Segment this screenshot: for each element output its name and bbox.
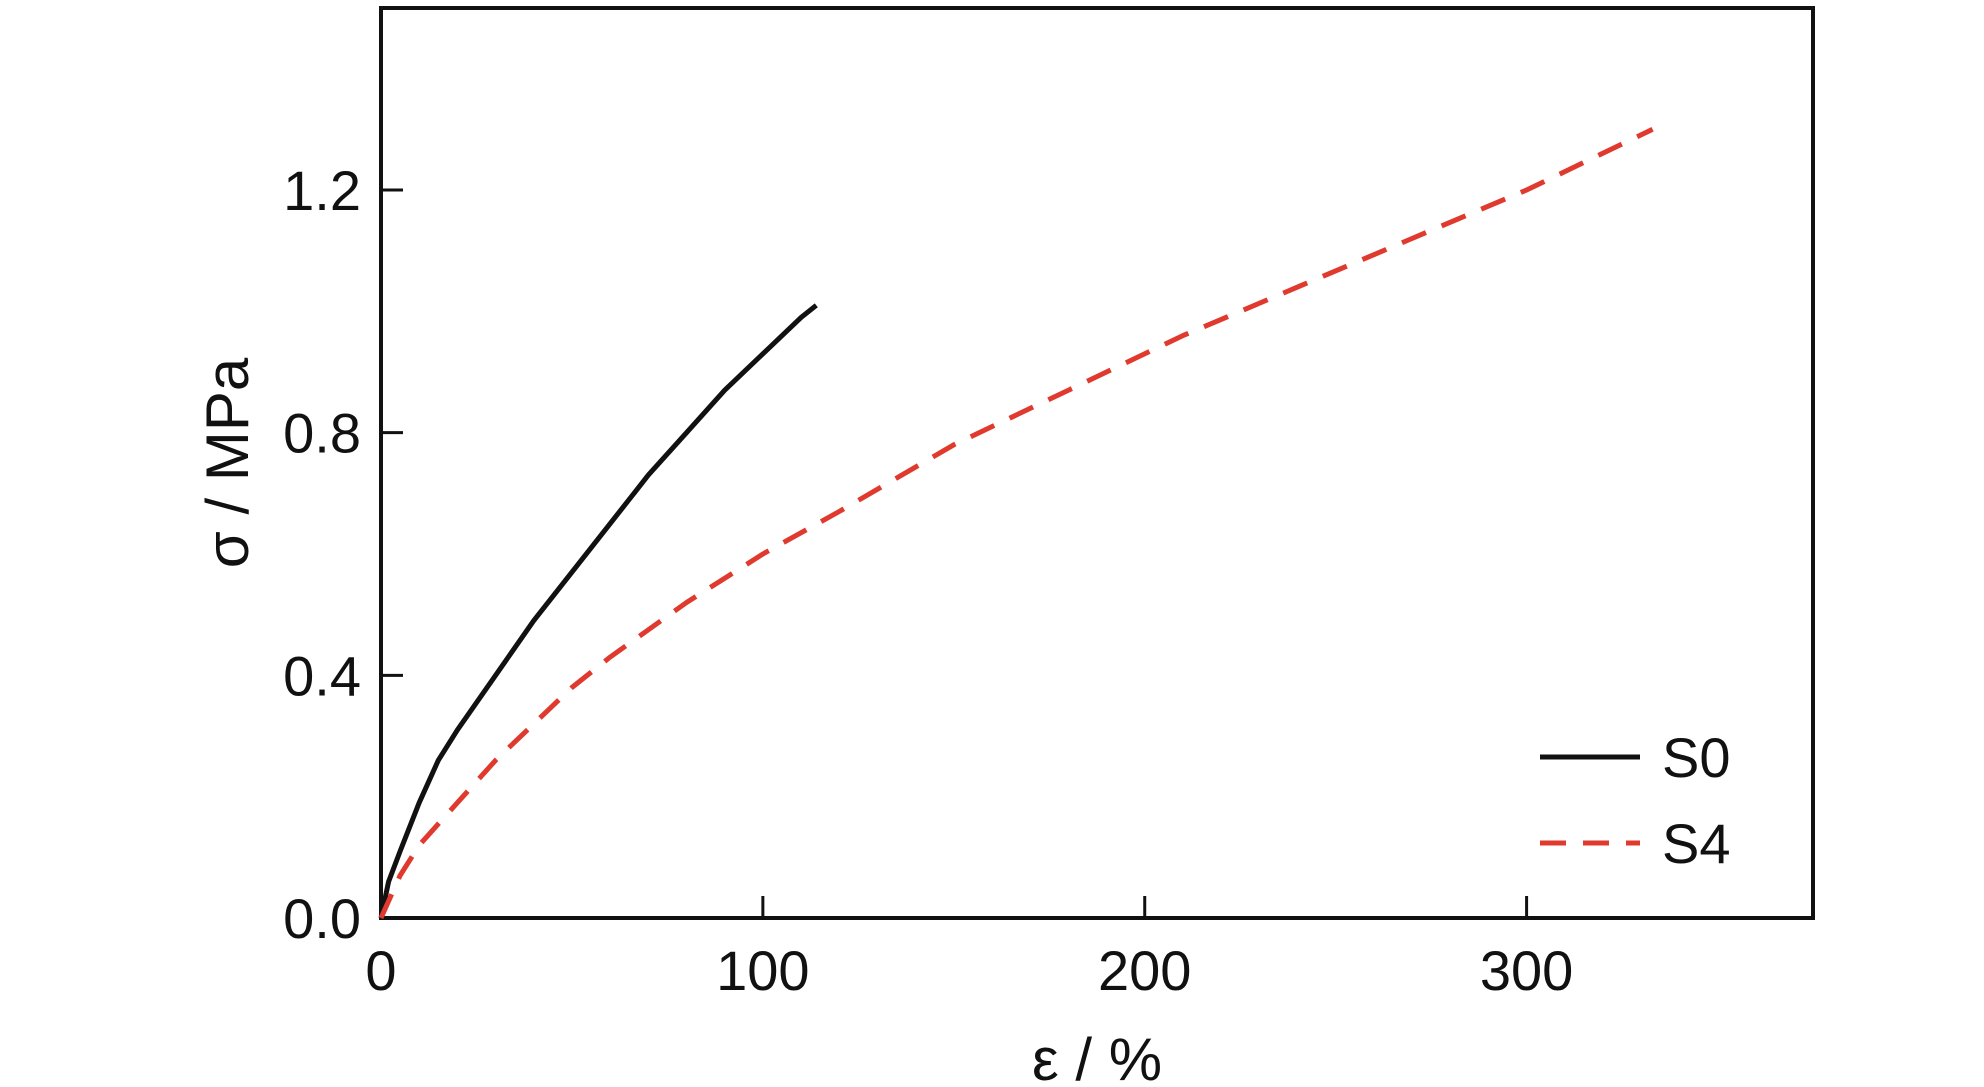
series-line-s4 (378, 127, 1654, 920)
x-tick-label: 0 (365, 939, 396, 1002)
x-axis-label: ε / % (1032, 1026, 1162, 1087)
x-tick-label: 200 (1098, 939, 1191, 1002)
x-tick-label: 100 (716, 939, 809, 1002)
y-tick-label: 1.2 (283, 159, 361, 222)
y-tick-label: 0.4 (283, 644, 361, 707)
y-axis-label: σ / MPa (194, 357, 261, 568)
plot-frame (379, 6, 1815, 920)
ticks-layer: 0 100 200 300 0.0 0.4 0.8 1.2 (283, 159, 1573, 1002)
legend-label-s0: S0 (1662, 726, 1731, 789)
series-line-s0 (378, 303, 818, 919)
y-tick-label: 0.0 (283, 887, 361, 950)
series-layer (378, 127, 1654, 920)
y-tick-label: 0.8 (283, 402, 361, 465)
legend-label-s4: S4 (1662, 812, 1731, 875)
x-tick-label: 300 (1480, 939, 1573, 1002)
